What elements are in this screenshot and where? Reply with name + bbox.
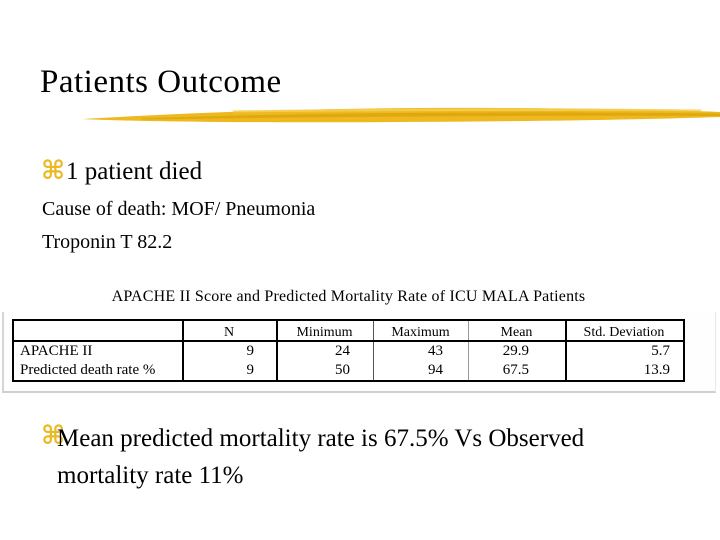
table-cell: 13.9 bbox=[643, 362, 670, 378]
column-divider bbox=[468, 321, 469, 380]
table-cell: 24 bbox=[335, 343, 350, 359]
column-divider bbox=[565, 321, 567, 380]
table-cell: 9 bbox=[246, 362, 255, 378]
table-cell: 9 bbox=[246, 343, 255, 359]
bullet-icon: ⌘ bbox=[41, 156, 66, 186]
stats-table: N Minimum Maximum Mean Std. Deviation AP… bbox=[12, 319, 685, 382]
table-cell: 94 bbox=[428, 362, 443, 378]
header-cell: Maximum bbox=[391, 325, 450, 340]
bullet-conclusion: Mean predicted mortality rate is 67.5% V… bbox=[57, 426, 584, 500]
conclusion-line-1: Mean predicted mortality rate is 67.5% V… bbox=[57, 425, 585, 452]
row-label: Predicted death rate % bbox=[20, 362, 156, 378]
table-cell: 29.9 bbox=[502, 343, 529, 359]
bullet-patient-died: 1 patient died bbox=[66, 158, 203, 185]
header-cell: N bbox=[223, 325, 235, 340]
header-divider bbox=[14, 340, 683, 342]
table-title: APACHE II Score and Predicted Mortality … bbox=[111, 288, 586, 305]
column-divider bbox=[276, 321, 278, 380]
table-cell: 67.5 bbox=[502, 362, 529, 378]
column-divider bbox=[182, 321, 184, 380]
table-cell: 50 bbox=[335, 362, 350, 378]
table-cell: 5.7 bbox=[651, 343, 670, 359]
bullet-icon: ⌘ bbox=[41, 421, 66, 451]
row-label: APACHE II bbox=[20, 343, 93, 359]
title-underline-brush-icon bbox=[82, 107, 720, 123]
header-cell: Minimum bbox=[296, 325, 353, 340]
detail-cause-of-death: Cause of death: MOF/ Pneumonia bbox=[42, 198, 316, 220]
header-cell: Std. Deviation bbox=[583, 325, 665, 340]
table-cell: 43 bbox=[428, 343, 443, 359]
conclusion-line-2: mortality rate 11% bbox=[57, 462, 244, 489]
page-title: Patients Outcome bbox=[40, 64, 282, 100]
column-divider bbox=[373, 321, 374, 380]
detail-troponin: Troponin T 82.2 bbox=[42, 231, 173, 253]
header-cell: Mean bbox=[500, 325, 533, 340]
